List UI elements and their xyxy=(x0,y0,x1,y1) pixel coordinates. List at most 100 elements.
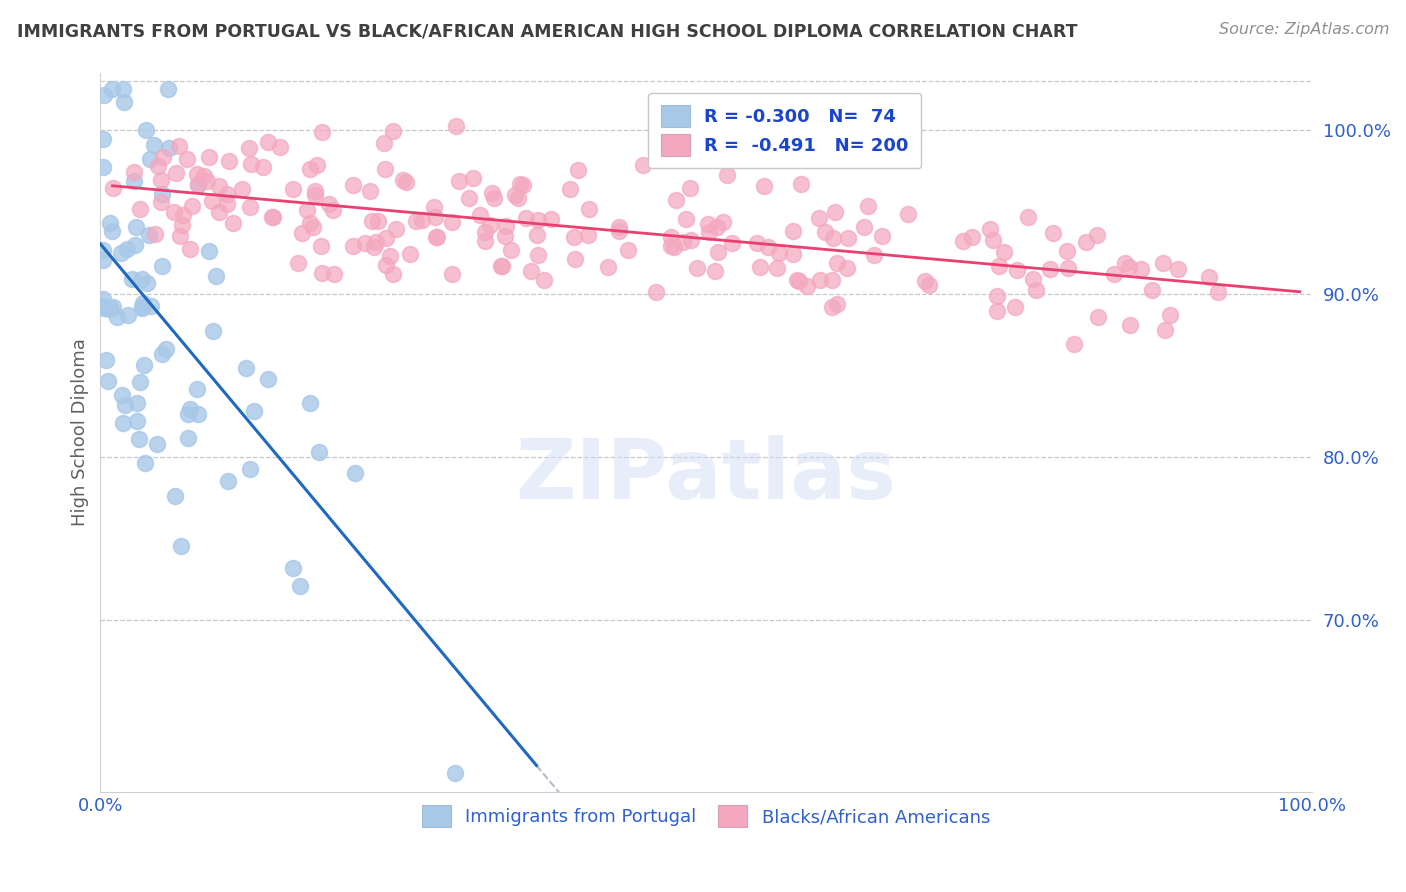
Point xyxy=(262,210,284,224)
Point xyxy=(269,139,291,153)
Point xyxy=(91,132,114,146)
Point xyxy=(821,301,844,315)
Point xyxy=(672,235,695,249)
Point xyxy=(1118,260,1140,274)
Point xyxy=(152,187,174,202)
Point xyxy=(91,253,114,268)
Point xyxy=(134,457,156,471)
Point xyxy=(156,82,179,96)
Point xyxy=(1140,284,1163,298)
Point xyxy=(986,304,1008,318)
Point xyxy=(257,135,280,149)
Point xyxy=(495,229,517,244)
Point xyxy=(222,216,245,230)
Point xyxy=(256,372,278,386)
Point xyxy=(141,300,163,314)
Point xyxy=(479,218,502,232)
Point xyxy=(132,358,155,372)
Point xyxy=(172,208,194,222)
Point xyxy=(711,215,734,229)
Point xyxy=(756,240,779,254)
Point xyxy=(706,219,728,234)
Point xyxy=(125,413,148,427)
Point xyxy=(1085,228,1108,243)
Point xyxy=(298,215,321,229)
Point xyxy=(863,248,886,262)
Point xyxy=(157,141,180,155)
Point xyxy=(91,243,114,257)
Point xyxy=(135,123,157,137)
Point xyxy=(814,225,837,239)
Point xyxy=(208,179,231,194)
Point xyxy=(749,260,772,274)
Point xyxy=(287,256,309,270)
Point xyxy=(558,182,581,196)
Point xyxy=(291,226,314,240)
Text: Source: ZipAtlas.com: Source: ZipAtlas.com xyxy=(1219,22,1389,37)
Point xyxy=(1153,323,1175,337)
Point xyxy=(1025,283,1047,297)
Text: ZIPatlas: ZIPatlas xyxy=(516,435,897,516)
Point xyxy=(239,462,262,476)
Point xyxy=(195,174,218,188)
Point xyxy=(1056,244,1078,258)
Point xyxy=(686,261,709,276)
Point xyxy=(179,242,201,256)
Point xyxy=(987,259,1010,273)
Point xyxy=(506,191,529,205)
Point xyxy=(870,228,893,243)
Point xyxy=(745,235,768,250)
Point xyxy=(342,178,364,193)
Point xyxy=(679,234,702,248)
Point xyxy=(112,82,135,96)
Point xyxy=(382,267,405,281)
Point xyxy=(1056,261,1078,276)
Point xyxy=(837,231,859,245)
Point xyxy=(97,302,120,317)
Point xyxy=(138,227,160,242)
Point xyxy=(576,228,599,243)
Point xyxy=(117,308,139,322)
Point xyxy=(821,273,844,287)
Text: IMMIGRANTS FROM PORTUGAL VS BLACK/AFRICAN AMERICAN HIGH SCHOOL DIPLOMA CORRELATI: IMMIGRANTS FROM PORTUGAL VS BLACK/AFRICA… xyxy=(17,22,1077,40)
Point xyxy=(150,194,173,209)
Point xyxy=(138,152,160,166)
Point xyxy=(373,136,395,151)
Point xyxy=(205,269,228,284)
Point xyxy=(807,211,830,226)
Point xyxy=(252,161,274,175)
Point xyxy=(1074,235,1097,249)
Point xyxy=(596,260,619,274)
Point xyxy=(343,466,366,480)
Point xyxy=(697,226,720,240)
Point xyxy=(124,238,146,252)
Point xyxy=(752,179,775,194)
Point xyxy=(101,180,124,194)
Point xyxy=(1022,272,1045,286)
Point xyxy=(202,324,225,338)
Point xyxy=(243,404,266,418)
Point xyxy=(155,342,177,356)
Point xyxy=(461,171,484,186)
Point xyxy=(187,177,209,191)
Point xyxy=(395,175,418,189)
Point xyxy=(98,216,121,230)
Point xyxy=(218,154,240,169)
Point xyxy=(1167,261,1189,276)
Point xyxy=(128,202,150,216)
Point xyxy=(167,138,190,153)
Point xyxy=(474,226,496,240)
Point xyxy=(631,158,654,172)
Point xyxy=(1104,268,1126,282)
Point xyxy=(825,297,848,311)
Point xyxy=(299,161,322,176)
Point xyxy=(114,398,136,412)
Point xyxy=(491,259,513,273)
Point xyxy=(607,219,630,234)
Point xyxy=(444,119,467,133)
Point xyxy=(165,166,187,180)
Point xyxy=(143,227,166,241)
Point xyxy=(441,214,464,228)
Point xyxy=(659,229,682,244)
Point xyxy=(367,213,389,227)
